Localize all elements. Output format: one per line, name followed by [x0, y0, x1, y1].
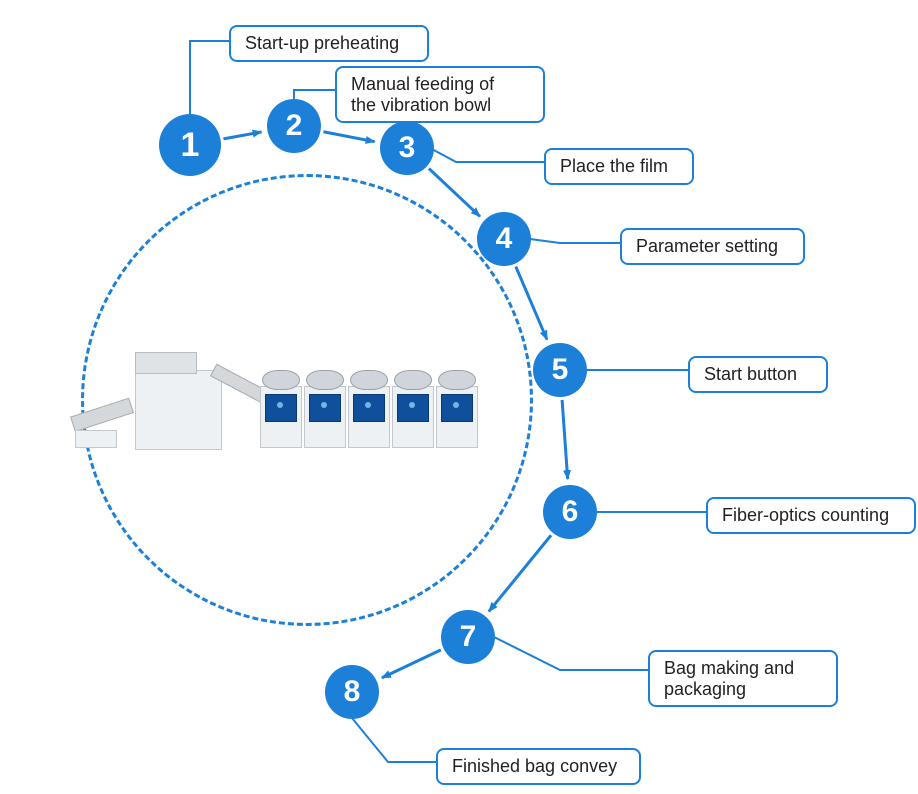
step-label-2: Manual feeding of the vibration bowl [335, 66, 545, 123]
arrow-6-to-7 [489, 535, 551, 611]
leader-line-step-8 [352, 718, 436, 762]
leader-line-step-7 [494, 637, 648, 670]
step-label-4: Parameter setting [620, 228, 805, 265]
step-label-6: Fiber-optics counting [706, 497, 916, 534]
step-node-number: 8 [344, 675, 361, 709]
step-label-7: Bag making and packaging [648, 650, 838, 707]
leader-line-step-2 [294, 90, 335, 99]
step-node-2: 2 [267, 99, 321, 153]
step-node-number: 6 [562, 495, 579, 529]
step-node-number: 2 [286, 109, 303, 143]
step-node-7: 7 [441, 610, 495, 664]
leader-line-step-4 [530, 239, 620, 243]
step-node-number: 4 [496, 222, 513, 256]
step-label-5: Start button [688, 356, 828, 393]
step-label-8: Finished bag convey [436, 748, 641, 785]
arrow-5-to-6 [562, 400, 568, 479]
arrow-3-to-4 [429, 169, 480, 217]
arrow-1-to-2 [223, 132, 261, 139]
step-node-4: 4 [477, 212, 531, 266]
step-node-number: 3 [399, 131, 416, 165]
diagram-stage: 1 2 3 4 5 6 7 8 Start-up preheating Manual feedi… [0, 0, 918, 794]
step-node-number: 1 [181, 126, 200, 165]
step-node-number: 7 [460, 620, 477, 654]
step-node-8: 8 [325, 665, 379, 719]
machine-illustration [80, 350, 485, 450]
step-node-6: 6 [543, 485, 597, 539]
step-node-1: 1 [159, 114, 221, 176]
step-label-3: Place the film [544, 148, 694, 185]
step-node-3: 3 [380, 121, 434, 175]
leader-line-step-1 [190, 41, 229, 114]
leader-line-step-3 [430, 148, 544, 162]
step-node-5: 5 [533, 343, 587, 397]
arrow-2-to-3 [323, 132, 374, 142]
arrow-7-to-8 [382, 650, 441, 678]
step-node-number: 5 [552, 353, 569, 387]
step-label-1: Start-up preheating [229, 25, 429, 62]
